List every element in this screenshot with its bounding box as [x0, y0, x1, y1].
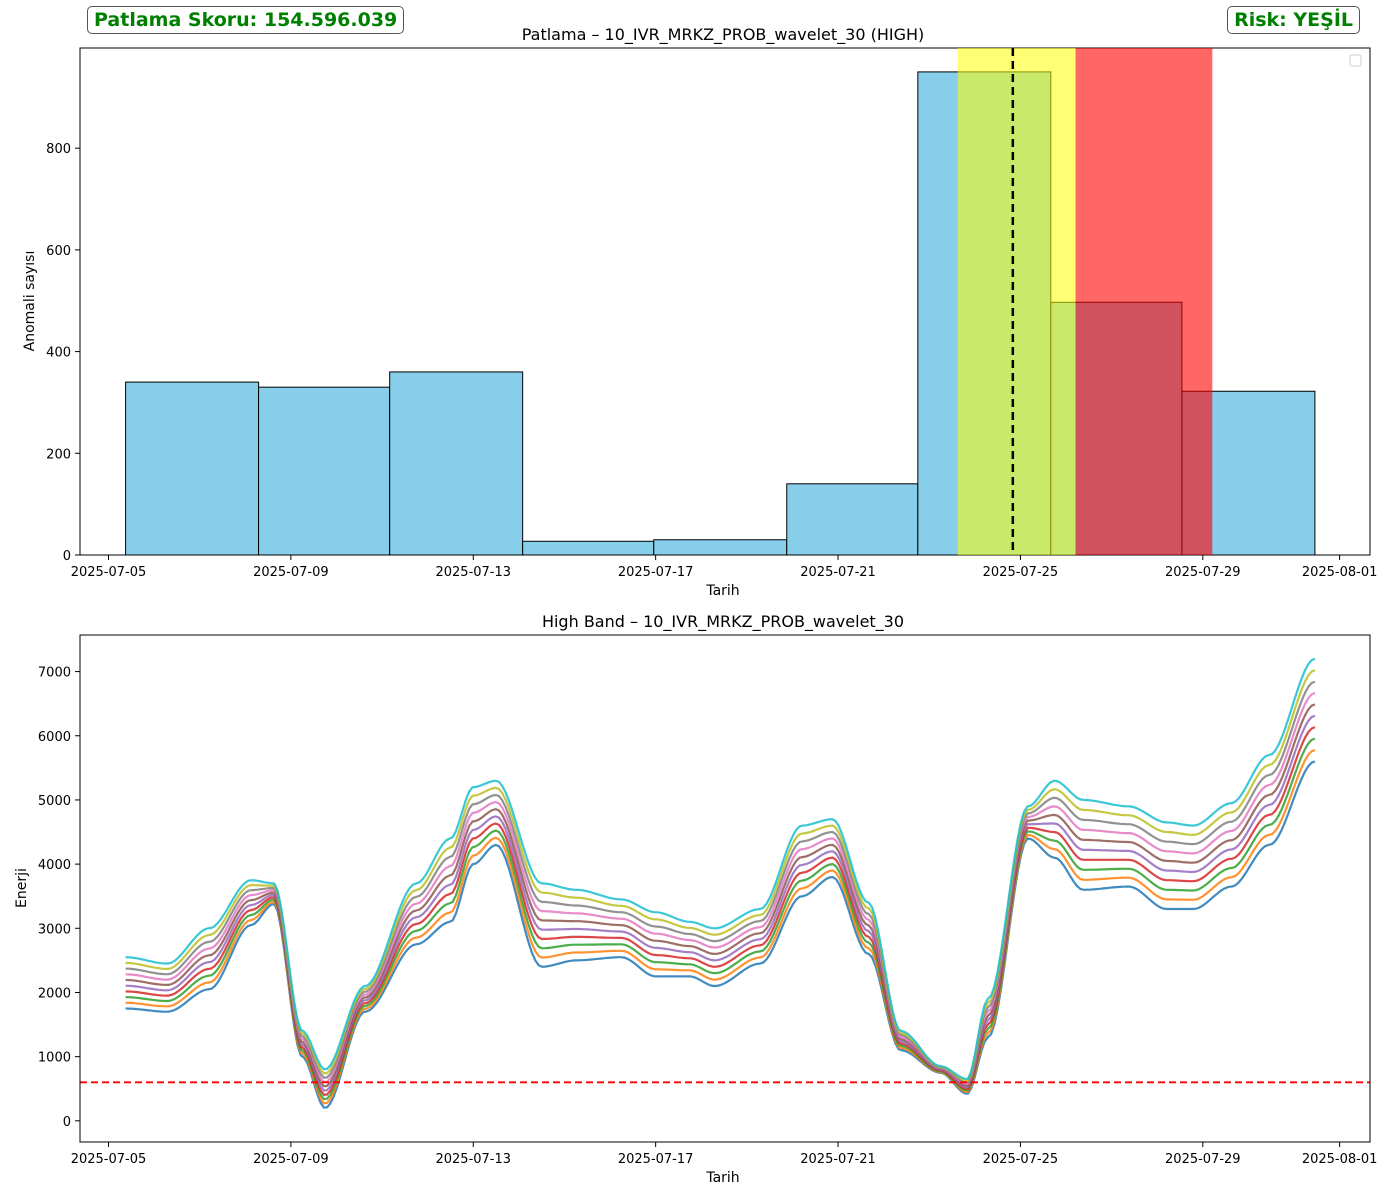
legend-box[interactable]: [1349, 54, 1362, 67]
x-tick-label: 2025-08-01: [1302, 565, 1378, 580]
x-tick-label: 2025-07-17: [618, 1152, 694, 1167]
series-line-8: [125, 680, 1316, 1084]
x-tick-label: 2025-07-13: [435, 1152, 511, 1167]
plot-frame: [79, 634, 1371, 1143]
y-axis-ticks: 0 1000 2000 3000 4000 5000 6000 7000: [38, 666, 80, 1130]
y-tick-label: 0: [63, 549, 71, 564]
x-tick-label: 2025-07-09: [253, 1152, 329, 1167]
chart2-xlabel: Tarih: [705, 1170, 739, 1186]
series-line-10: [125, 657, 1316, 1080]
histogram-bar: [786, 483, 919, 556]
x-tick-label: 2025-07-25: [983, 565, 1059, 580]
y-tick-label: 7000: [38, 666, 71, 681]
risk-span-red: [1075, 48, 1213, 555]
series-line-2: [125, 748, 1316, 1105]
score-badge: Patlama Skoru: 154.596.039: [87, 6, 405, 34]
y-axis-ticks: 0 200 400 600 800: [46, 142, 80, 564]
x-tick-label: 2025-07-13: [435, 565, 511, 580]
risk-badge: Risk: YEŞİL: [1227, 6, 1360, 34]
histogram-bar: [522, 540, 655, 556]
series-lines: [125, 657, 1316, 1109]
chart2-title: High Band – 10_IVR_MRKZ_PROB_wavelet_30: [542, 612, 904, 632]
x-tick-label: 2025-07-05: [71, 565, 147, 580]
x-tick-label: 2025-07-21: [800, 565, 876, 580]
histogram-bar: [389, 371, 524, 556]
y-tick-label: 400: [46, 346, 71, 361]
x-tick-label: 2025-07-29: [1165, 1152, 1241, 1167]
y-tick-label: 600: [46, 244, 71, 259]
series-line-9: [125, 669, 1316, 1082]
histogram-bar: [125, 381, 260, 556]
histogram-chart: Patlama – 10_IVR_MRKZ_PROB_wavelet_30 (H…: [22, 25, 1377, 599]
y-tick-label: 0: [63, 1115, 71, 1130]
x-tick-label: 2025-07-05: [71, 1152, 147, 1167]
x-tick-label: 2025-07-09: [253, 565, 329, 580]
series-line-1: [125, 760, 1316, 1109]
risk-span-yellow: [957, 48, 1076, 555]
x-tick-label: 2025-07-29: [1165, 565, 1241, 580]
series-line-3: [125, 737, 1316, 1101]
histogram-bar: [653, 539, 788, 556]
y-tick-label: 200: [46, 447, 71, 462]
plot-frame: [79, 47, 1371, 556]
x-axis-ticks: 2025-07-05 2025-07-09 2025-07-13 2025-07-17…: [71, 1142, 1378, 1167]
y-tick-label: 1000: [38, 1051, 71, 1066]
y-tick-label: 6000: [38, 730, 71, 745]
chart1-ylabel: Anomali sayısı: [22, 251, 38, 352]
x-tick-label: 2025-07-17: [618, 565, 694, 580]
line-chart: High Band – 10_IVR_MRKZ_PROB_wavelet_30 …: [14, 612, 1377, 1186]
histogram-bar: [258, 386, 391, 556]
x-tick-label: 2025-07-21: [800, 1152, 876, 1167]
chart1-title: Patlama – 10_IVR_MRKZ_PROB_wavelet_30 (H…: [522, 25, 925, 45]
y-tick-label: 3000: [38, 922, 71, 937]
y-tick-label: 2000: [38, 986, 71, 1001]
chart1-xlabel: Tarih: [705, 583, 739, 599]
x-tick-label: 2025-07-25: [983, 1152, 1059, 1167]
x-tick-label: 2025-08-01: [1302, 1152, 1378, 1167]
y-tick-label: 4000: [38, 858, 71, 873]
x-axis-ticks: 2025-07-05 2025-07-09 2025-07-13 2025-07-17…: [71, 555, 1378, 580]
series-line-5: [125, 714, 1316, 1092]
risk-spans: [957, 48, 1213, 555]
series-line-4: [125, 726, 1316, 1096]
y-tick-label: 800: [46, 142, 71, 157]
chart2-ylabel: Enerji: [14, 868, 30, 908]
series-line-6: [125, 703, 1316, 1088]
y-tick-label: 5000: [38, 794, 71, 809]
